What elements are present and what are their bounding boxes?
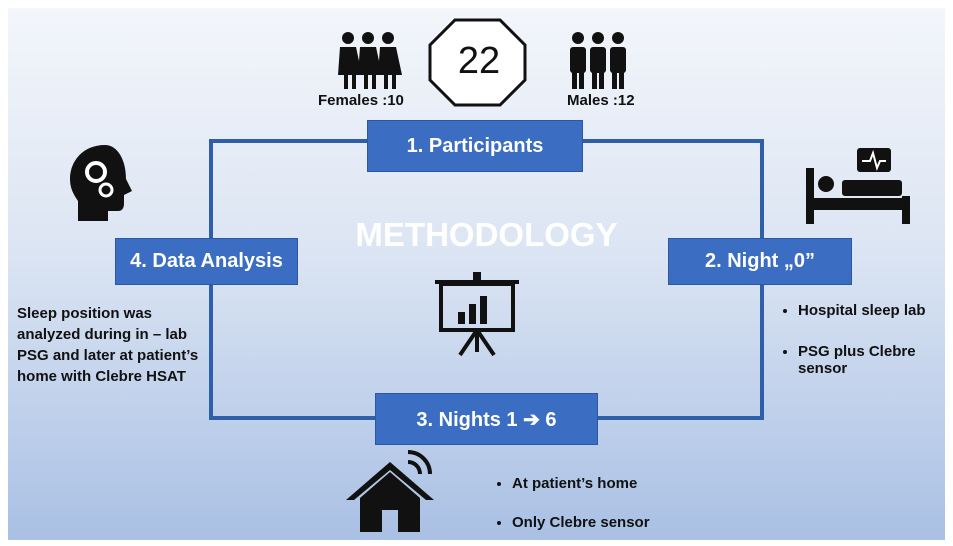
step-bullets: At patient’s home Only Clebre sensor xyxy=(494,475,694,546)
males-icon xyxy=(570,32,626,89)
count-badge xyxy=(428,18,527,107)
bullet: PSG plus Clebre sensor xyxy=(798,343,945,377)
step-bullets: Hospital sleep lab PSG plus Clebre sensor xyxy=(780,302,945,399)
bullet: Only Clebre sensor xyxy=(512,514,694,531)
bullet: Hospital sleep lab xyxy=(798,302,945,319)
step-box: 3. Nights 1 ➔ 6 xyxy=(375,393,598,445)
females-label: Females :10 xyxy=(318,92,404,109)
diagram-title: METHODOLOGY xyxy=(355,216,618,253)
presentation-icon xyxy=(435,272,519,357)
females-icon xyxy=(338,32,402,89)
bed-icon xyxy=(806,148,910,224)
participant-count: 22 xyxy=(457,40,501,82)
step-box: 2. Night „0” xyxy=(668,238,852,285)
head-icon xyxy=(70,145,132,221)
step-box: 4. Data Analysis xyxy=(115,238,298,285)
step-description: Sleep position was analyzed during in – … xyxy=(17,305,199,385)
step-box: 1. Participants xyxy=(367,120,583,172)
males-label: Males :12 xyxy=(567,92,635,109)
bullet: At patient’s home xyxy=(512,475,694,492)
house-icon xyxy=(346,450,434,532)
